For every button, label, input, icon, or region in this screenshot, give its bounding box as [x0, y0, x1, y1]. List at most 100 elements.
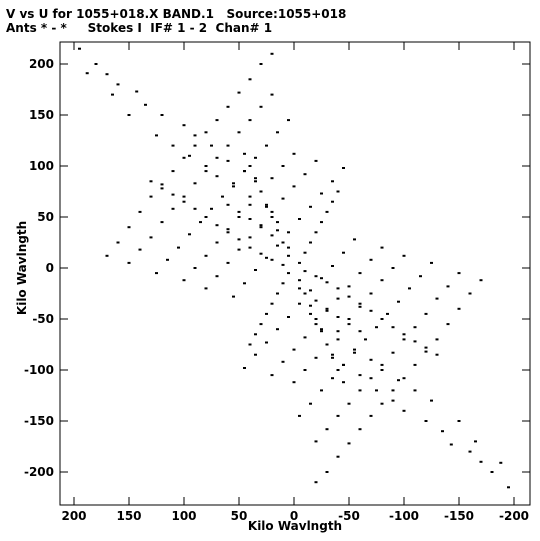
uv-point [232, 185, 235, 188]
uv-point [171, 170, 175, 173]
uv-point [336, 330, 340, 333]
x-axis-label: Kilo Wavlngth [248, 519, 342, 533]
y-tick-label: 100 [29, 159, 54, 173]
uv-point [457, 272, 461, 275]
uv-point [281, 197, 285, 200]
uv-point [287, 246, 290, 249]
uv-point [292, 152, 296, 155]
uv-point [287, 272, 290, 275]
uv-point [408, 287, 411, 290]
uv-point [204, 165, 208, 167]
uv-point [204, 287, 208, 290]
uv-point [116, 83, 120, 86]
uv-point [419, 275, 422, 278]
uv-point [204, 254, 208, 257]
uv-point [353, 351, 356, 354]
uv-point [499, 461, 503, 464]
uv-point [314, 318, 318, 320]
uv-point [182, 200, 186, 203]
uv-point [85, 72, 89, 75]
uv-point [254, 177, 257, 180]
uv-point [270, 93, 274, 96]
uv-point [402, 409, 406, 412]
uv-point [287, 254, 290, 257]
uv-point [391, 351, 395, 354]
y-tick-label: -200 [24, 465, 54, 479]
uv-point [413, 389, 417, 392]
uv-point [336, 316, 340, 318]
uv-point [331, 377, 334, 380]
uv-point [303, 270, 307, 273]
uv-point [166, 258, 169, 261]
uv-point [314, 275, 318, 278]
uv-point [358, 330, 362, 333]
uv-point [188, 233, 191, 236]
uv-point [314, 481, 318, 484]
uv-point [281, 241, 285, 244]
uv-point [303, 292, 307, 295]
uv-point [259, 226, 263, 229]
uv-point [155, 134, 158, 137]
uv-point [259, 224, 263, 227]
uv-point [215, 275, 219, 278]
uv-point [160, 221, 164, 224]
uv-point [430, 399, 433, 402]
uv-point [507, 486, 510, 489]
uv-point [303, 336, 307, 339]
y-axis-label: Kilo Wavlngth [15, 221, 29, 315]
uv-point [353, 238, 356, 241]
uv-point [336, 287, 340, 290]
uv-point [490, 471, 494, 473]
uv-point [144, 103, 147, 106]
plot-frame [59, 41, 531, 506]
uv-point [369, 309, 373, 312]
uv-point [254, 156, 257, 159]
uv-point [325, 343, 329, 346]
x-tick-label: -200 [499, 509, 529, 523]
uv-point [259, 323, 263, 326]
uv-point [193, 134, 197, 137]
uv-point [435, 338, 439, 341]
uv-point [281, 282, 285, 285]
uv-point [78, 47, 81, 50]
uv-point [177, 246, 180, 249]
uv-point [265, 205, 268, 208]
uv-point [342, 251, 345, 254]
uv-point [204, 131, 208, 134]
uv-point [358, 428, 362, 431]
uv-point [402, 333, 406, 336]
uv-point [386, 312, 389, 315]
uv-point [215, 241, 219, 244]
uv-point [160, 187, 164, 190]
uv-point [336, 297, 340, 300]
uv-point [336, 338, 340, 341]
uv-point [320, 389, 323, 392]
uv-point [391, 399, 395, 402]
uv-point [331, 356, 334, 359]
uv-point [402, 254, 406, 257]
y-tick-label: 0 [46, 261, 54, 275]
uv-point [210, 207, 213, 210]
uv-point [320, 330, 323, 333]
uv-point [424, 346, 428, 349]
uv-point [276, 244, 279, 247]
uv-point [358, 305, 362, 308]
uv-point [182, 124, 186, 127]
uv-point [358, 272, 362, 275]
y-tick-label: 150 [29, 108, 54, 122]
uv-point [254, 180, 257, 183]
uv-point [237, 238, 241, 241]
uv-point [248, 165, 252, 167]
uv-point [226, 231, 230, 234]
uv-point [270, 234, 274, 237]
uv-point [243, 282, 246, 285]
uv-point [325, 309, 329, 312]
uv-point [397, 379, 400, 382]
uv-point [237, 131, 241, 134]
uv-point [243, 170, 246, 173]
uv-point [309, 402, 312, 405]
uv-point [457, 420, 461, 422]
uv-point [270, 374, 274, 377]
uv-point [336, 369, 340, 371]
